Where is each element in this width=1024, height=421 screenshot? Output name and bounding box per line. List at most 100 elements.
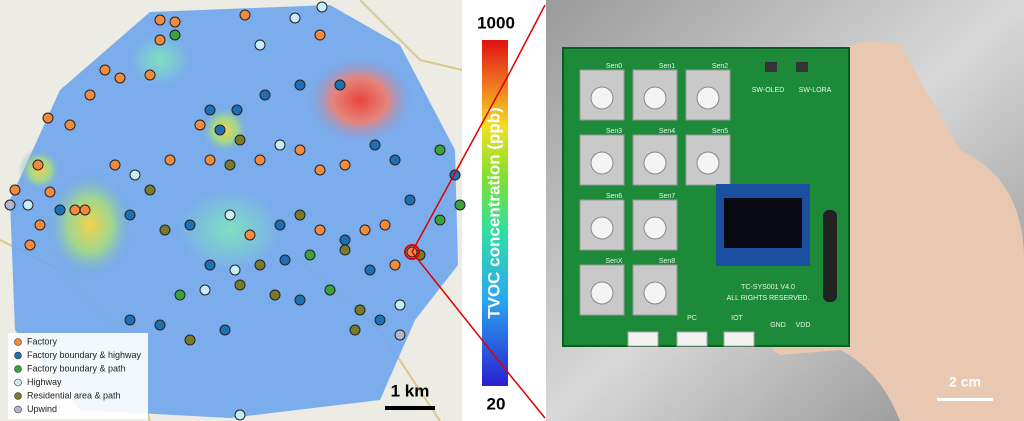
sensor-point xyxy=(32,159,44,171)
sensor-label: Sen8 xyxy=(659,258,675,265)
sensor-point xyxy=(169,29,181,41)
sensor-point xyxy=(214,124,226,136)
sensor-point xyxy=(124,209,136,221)
sensor-point xyxy=(359,224,371,236)
pin-label: GND xyxy=(770,322,786,329)
sensor-point xyxy=(22,199,34,211)
callout-lines xyxy=(411,4,546,419)
sensor-point xyxy=(304,249,316,261)
connector xyxy=(723,331,755,347)
legend-label: Upwind xyxy=(27,404,57,414)
sensor-point xyxy=(314,224,326,236)
connectors xyxy=(627,331,755,347)
sensor-disk xyxy=(696,86,720,110)
sensor-point xyxy=(42,112,54,124)
sensor-point xyxy=(34,219,46,231)
sensor-point xyxy=(389,154,401,166)
sensor-point xyxy=(294,294,306,306)
sensor-point xyxy=(289,12,301,24)
sensor-point xyxy=(434,144,446,156)
sensor-disk xyxy=(643,151,667,175)
colorbar-min: 20 xyxy=(487,394,506,413)
switch-label: SW-LORA xyxy=(799,87,832,94)
sensor-point xyxy=(339,234,351,246)
sensor-point xyxy=(394,299,406,311)
sensor-disk xyxy=(643,281,667,305)
sensor-point xyxy=(434,214,446,226)
sensor-point xyxy=(244,229,256,241)
sensor-point xyxy=(364,264,376,276)
sensors: Sen0 Sen1 Sen2 Sen3 Sen4 Sen5 Sen6 Sen7 SenX Sen8 xyxy=(579,63,731,316)
sensor-box xyxy=(685,69,731,121)
sensor-point xyxy=(404,194,416,206)
sensor-disk xyxy=(590,151,614,175)
sensor-point xyxy=(334,79,346,91)
legend-label: Factory xyxy=(27,336,58,346)
photo-scale-bar xyxy=(937,398,993,401)
sensor-point xyxy=(204,259,216,271)
sensor-label: Sen5 xyxy=(712,128,728,135)
switch xyxy=(765,62,777,72)
sensor-point xyxy=(24,239,36,251)
sensor-point xyxy=(144,69,156,81)
legend-box xyxy=(8,333,148,419)
sensor-disk xyxy=(643,86,667,110)
map-scale-label: 1 km xyxy=(391,381,430,400)
port-label: IOT xyxy=(731,315,743,322)
pin-label: VDD xyxy=(796,322,811,329)
sensor-point xyxy=(224,209,236,221)
sensor-label: Sen4 xyxy=(659,128,675,135)
sensor-point xyxy=(164,154,176,166)
sensor-points xyxy=(4,1,466,421)
colorbar-max: 1000 xyxy=(477,13,515,32)
sensor-point xyxy=(184,334,196,346)
sensor-point xyxy=(199,284,211,296)
sensor-point xyxy=(316,1,328,13)
legend-swatch xyxy=(14,405,22,414)
sensor-point xyxy=(259,89,271,101)
sensor-point xyxy=(194,119,206,131)
map-scale-bar xyxy=(385,406,435,410)
connector xyxy=(627,331,659,347)
sensor-point xyxy=(254,39,266,51)
legend-swatch xyxy=(14,351,22,360)
hotspot xyxy=(305,55,415,145)
sensor-point xyxy=(54,204,66,216)
sensor-point xyxy=(84,89,96,101)
sensor-point xyxy=(219,324,231,336)
sensor-point xyxy=(231,104,243,116)
antenna xyxy=(823,210,837,302)
legend-label: Factory boundary & path xyxy=(27,363,126,373)
legend-swatch xyxy=(14,392,22,400)
sensor-point xyxy=(254,259,266,271)
sensor-box xyxy=(632,134,678,186)
road xyxy=(359,0,463,71)
callout-line xyxy=(509,374,546,419)
highlight-ring xyxy=(404,244,420,260)
sensor-point xyxy=(114,72,126,84)
sensor-point xyxy=(64,119,76,131)
sensor-point xyxy=(274,219,286,231)
sensor-point xyxy=(349,324,361,336)
sensor-point xyxy=(9,184,21,196)
connector xyxy=(676,331,708,347)
sensor-point xyxy=(274,139,286,151)
sensor-point xyxy=(204,154,216,166)
sensor-label: SenX xyxy=(605,258,622,265)
sensor-point xyxy=(144,184,156,196)
sensor-point xyxy=(234,409,246,421)
colorbar xyxy=(482,40,508,386)
sensor-point xyxy=(374,314,386,326)
sensor-point xyxy=(129,169,141,181)
sensor-point xyxy=(154,34,166,46)
sensor-point xyxy=(204,104,216,116)
sensor-point xyxy=(294,209,306,221)
callout-line xyxy=(509,4,546,73)
sensor-point xyxy=(169,16,181,28)
switch-label: SW-OLED xyxy=(752,87,785,94)
sensor-point xyxy=(339,159,351,171)
sensor-point xyxy=(184,219,196,231)
sensor-point xyxy=(394,329,406,341)
sensor-label: Sen3 xyxy=(606,128,622,135)
